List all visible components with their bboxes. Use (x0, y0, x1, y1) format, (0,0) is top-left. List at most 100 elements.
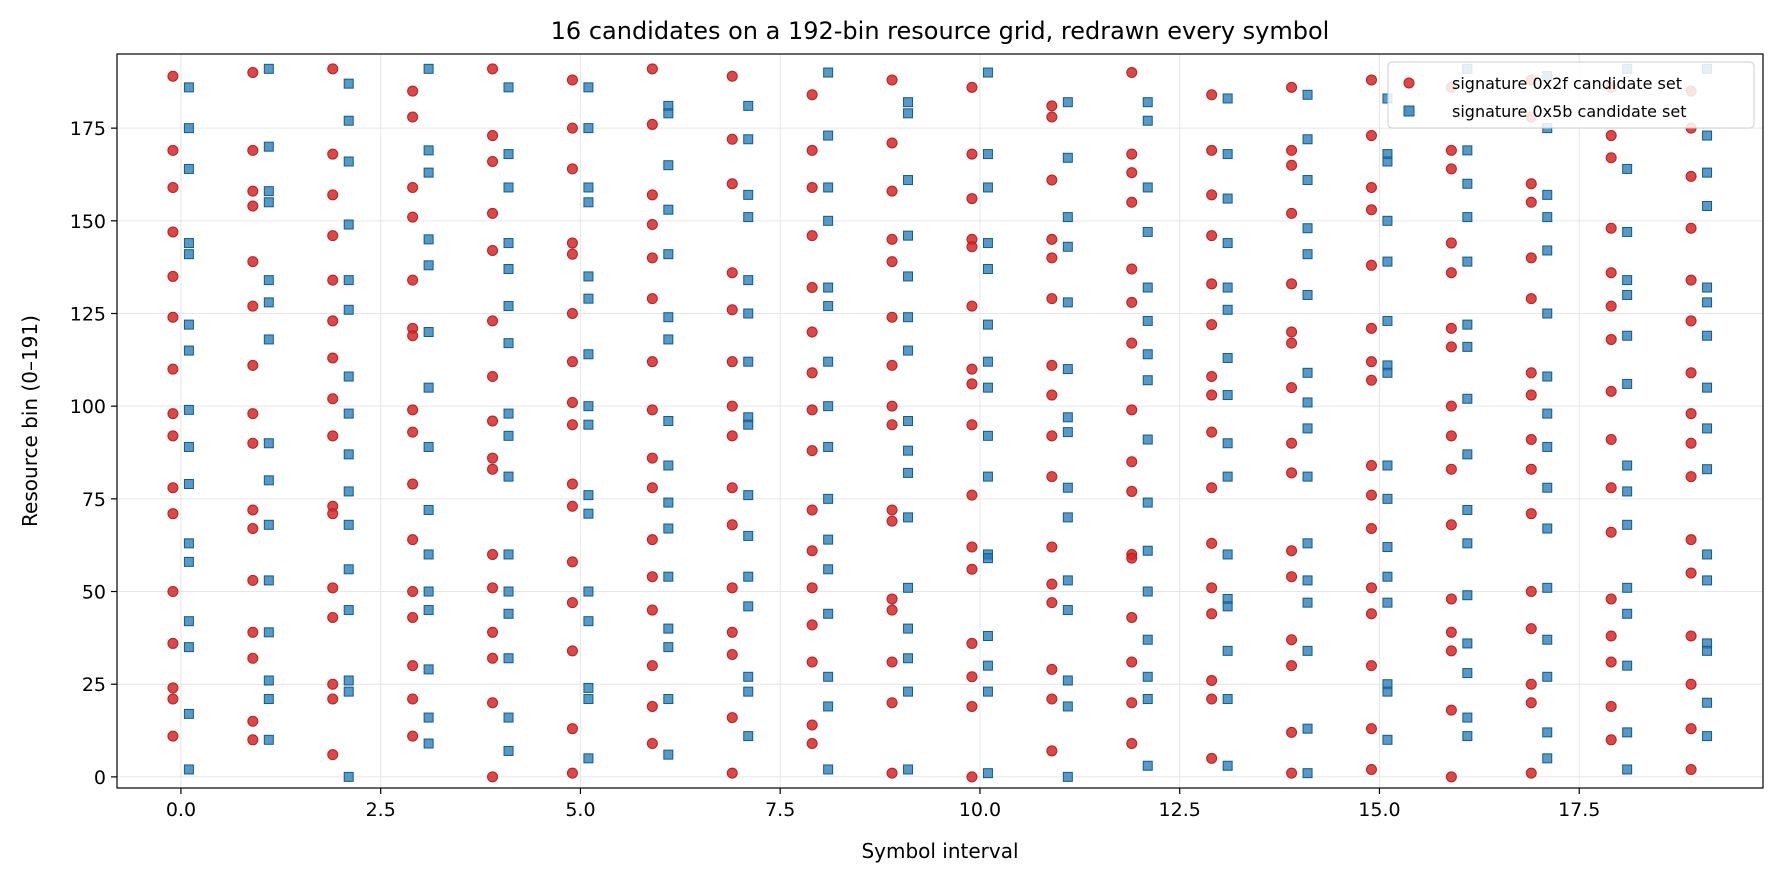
point-0x5b (1382, 542, 1393, 553)
point-0x2f (487, 652, 499, 664)
point-0x5b (1062, 364, 1073, 375)
point-0x2f (1525, 508, 1537, 520)
point-0x2f (806, 181, 818, 193)
point-0x5b (1462, 668, 1473, 679)
point-0x2f (1206, 319, 1218, 331)
point-0x5b (903, 97, 914, 108)
point-0x2f (1685, 471, 1697, 483)
point-0x2f (726, 430, 738, 442)
point-0x2f (966, 771, 978, 783)
point-0x2f (1286, 159, 1298, 171)
point-0x5b (263, 734, 274, 745)
point-0x5b (263, 141, 274, 152)
point-0x5b (1222, 193, 1233, 204)
point-0x5b (1222, 471, 1233, 482)
point-0x2f (1365, 459, 1377, 471)
point-0x5b (1702, 423, 1713, 434)
point-0x5b (263, 627, 274, 638)
point-0x5b (1062, 482, 1073, 493)
point-0x5b (503, 653, 514, 664)
y-tick-label: 150 (70, 211, 106, 233)
point-0x2f (1605, 734, 1617, 746)
point-0x5b (263, 675, 274, 686)
point-0x2f (1685, 274, 1697, 286)
point-0x2f (1286, 337, 1298, 349)
point-0x5b (1462, 178, 1473, 189)
point-0x2f (487, 415, 499, 427)
point-0x2f (1685, 222, 1697, 234)
point-0x5b (263, 186, 274, 197)
point-0x2f (566, 74, 578, 86)
point-0x2f (1685, 408, 1697, 420)
point-0x5b (1542, 727, 1553, 738)
point-0x2f (327, 352, 339, 364)
point-0x2f (327, 63, 339, 75)
point-0x2f (1365, 130, 1377, 142)
point-0x2f (1685, 678, 1697, 690)
point-0x2f (1605, 385, 1617, 397)
point-0x2f (167, 430, 179, 442)
point-0x5b (263, 275, 274, 286)
point-0x5b (1702, 575, 1713, 586)
point-0x5b (743, 212, 754, 223)
point-0x2f (806, 326, 818, 338)
point-0x2f (1206, 278, 1218, 290)
point-0x5b (1302, 471, 1313, 482)
point-0x2f (1046, 471, 1058, 483)
point-0x2f (1685, 170, 1697, 182)
point-0x2f (1126, 456, 1138, 468)
point-0x5b (1382, 597, 1393, 608)
point-0x2f (966, 671, 978, 683)
point-0x2f (806, 545, 818, 557)
point-0x5b (982, 319, 993, 330)
point-0x2f (566, 419, 578, 431)
point-0x2f (167, 637, 179, 649)
point-0x2f (1605, 300, 1617, 312)
point-0x2f (1365, 74, 1377, 86)
point-0x5b (1462, 212, 1473, 223)
point-0x2f (487, 207, 499, 219)
point-0x2f (806, 367, 818, 379)
point-0x2f (1286, 467, 1298, 479)
point-0x2f (646, 604, 658, 616)
point-0x2f (407, 730, 419, 742)
point-0x5b (982, 631, 993, 642)
point-0x5b (583, 401, 594, 412)
point-0x5b (1702, 549, 1713, 560)
point-0x5b (183, 238, 194, 249)
point-0x2f (1445, 430, 1457, 442)
point-0x5b (503, 238, 514, 249)
point-0x5b (743, 671, 754, 682)
point-0x2f (886, 419, 898, 431)
point-0x5b (1622, 660, 1633, 671)
point-0x2f (1685, 763, 1697, 775)
point-0x5b (982, 471, 993, 482)
point-0x5b (343, 486, 354, 497)
point-0x2f (1605, 130, 1617, 142)
point-0x5b (1542, 308, 1553, 319)
point-0x2f (1046, 430, 1058, 442)
point-0x2f (966, 241, 978, 253)
point-0x2f (886, 74, 898, 86)
point-0x5b (423, 260, 434, 271)
point-0x2f (1525, 767, 1537, 779)
point-0x5b (183, 82, 194, 93)
point-0x2f (247, 200, 259, 212)
plot-area (117, 54, 1763, 788)
point-0x5b (1222, 149, 1233, 160)
ticks: 0.0 2.5 5.0 7.5 10.0 12.5 15.0 17.5 0 25 50 75 100 12… (70, 118, 1601, 821)
point-0x2f (1126, 148, 1138, 160)
x-tick-label: 0.0 (166, 799, 196, 821)
point-0x2f (646, 189, 658, 201)
point-0x5b (1142, 671, 1153, 682)
point-0x5b (583, 271, 594, 282)
point-0x2f (1046, 293, 1058, 305)
point-0x2f (487, 626, 499, 638)
point-0x2f (167, 311, 179, 323)
x-tick-label: 17.5 (1558, 799, 1600, 821)
point-0x5b (503, 301, 514, 312)
point-0x2f (1206, 674, 1218, 686)
point-0x2f (646, 738, 658, 750)
point-0x2f (327, 393, 339, 405)
